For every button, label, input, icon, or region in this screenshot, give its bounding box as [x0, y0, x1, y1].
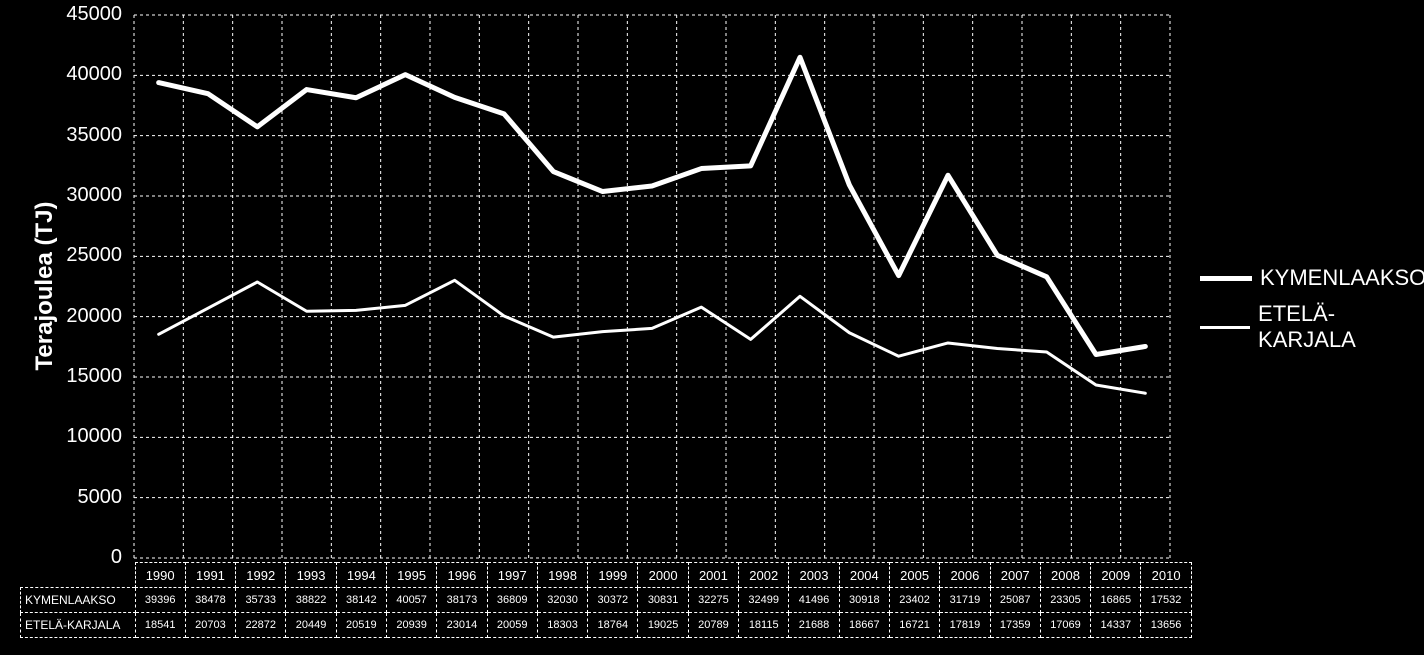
table-row: KYMENLAAKSO39396384783573338822381424005…: [21, 588, 1192, 613]
table-year-cell: 2006: [940, 563, 990, 588]
table-series-name: KYMENLAAKSO: [21, 588, 136, 613]
table-value-cell: 32499: [739, 588, 789, 613]
legend: KYMENLAAKSO ETELÄ-KARJALA: [1200, 265, 1424, 363]
y-tick-label: 35000: [0, 124, 122, 147]
table-value-cell: 32030: [537, 588, 587, 613]
table-value-cell: 35733: [236, 588, 286, 613]
table-year-cell: 2002: [739, 563, 789, 588]
table-value-cell: 18764: [588, 613, 638, 638]
table-value-cell: 20939: [386, 613, 436, 638]
table-value-cell: 20059: [487, 613, 537, 638]
table-header-row: 1990199119921993199419951996199719981999…: [21, 563, 1192, 588]
table-value-cell: 40057: [386, 588, 436, 613]
table-value-cell: 32275: [688, 588, 738, 613]
table-value-cell: 17532: [1141, 588, 1191, 613]
table-year-cell: 2004: [839, 563, 889, 588]
table-value-cell: 39396: [135, 588, 185, 613]
table-value-cell: 38173: [437, 588, 487, 613]
table-year-cell: 1991: [185, 563, 235, 588]
table-value-cell: 38142: [336, 588, 386, 613]
table-year-cell: 1999: [588, 563, 638, 588]
legend-label: KYMENLAAKSO: [1260, 265, 1424, 291]
table-corner-cell: [21, 563, 136, 588]
table-value-cell: 18115: [739, 613, 789, 638]
y-tick-label: 5000: [0, 486, 122, 509]
table-value-cell: 20703: [185, 613, 235, 638]
table-year-cell: 1997: [487, 563, 537, 588]
table-value-cell: 30831: [638, 588, 688, 613]
table-value-cell: 36809: [487, 588, 537, 613]
table-year-cell: 1993: [286, 563, 336, 588]
table-year-cell: 2000: [638, 563, 688, 588]
table-value-cell: 16721: [889, 613, 939, 638]
y-tick-label: 10000: [0, 425, 122, 448]
table-value-cell: 18667: [839, 613, 889, 638]
table-year-cell: 2008: [1040, 563, 1090, 588]
table-value-cell: 20519: [336, 613, 386, 638]
table-value-cell: 17069: [1040, 613, 1090, 638]
table-value-cell: 21688: [789, 613, 839, 638]
table-value-cell: 23014: [437, 613, 487, 638]
y-tick-label: 20000: [0, 305, 122, 328]
table-year-cell: 1998: [537, 563, 587, 588]
y-axis-title: Terajoulea (TJ): [31, 186, 59, 386]
table-value-cell: 20789: [688, 613, 738, 638]
table-value-cell: 23305: [1040, 588, 1090, 613]
legend-item: KYMENLAAKSO: [1200, 265, 1424, 291]
table-series-name: ETELÄ-KARJALA: [21, 613, 136, 638]
table-year-cell: 2010: [1141, 563, 1191, 588]
table-value-cell: 25087: [990, 588, 1040, 613]
table-value-cell: 38478: [185, 588, 235, 613]
legend-item: ETELÄ-KARJALA: [1200, 301, 1424, 353]
table-value-cell: 19025: [638, 613, 688, 638]
table-value-cell: 14337: [1091, 613, 1141, 638]
table-year-cell: 2005: [889, 563, 939, 588]
table-value-cell: 23402: [889, 588, 939, 613]
legend-line: [1200, 276, 1252, 281]
table-year-cell: 2007: [990, 563, 1040, 588]
table-year-cell: 1996: [437, 563, 487, 588]
table-value-cell: 17359: [990, 613, 1040, 638]
table-value-cell: 20449: [286, 613, 336, 638]
y-tick-label: 40000: [0, 63, 122, 86]
table-year-cell: 1992: [236, 563, 286, 588]
table-value-cell: 38822: [286, 588, 336, 613]
table-value-cell: 17819: [940, 613, 990, 638]
data-table: 1990199119921993199419951996199719981999…: [20, 562, 1192, 638]
table-year-cell: 2001: [688, 563, 738, 588]
y-tick-label: 30000: [0, 184, 122, 207]
table-value-cell: 30372: [588, 588, 638, 613]
y-tick-label: 25000: [0, 244, 122, 267]
table-value-cell: 41496: [789, 588, 839, 613]
table-value-cell: 31719: [940, 588, 990, 613]
legend-label: ETELÄ-KARJALA: [1258, 301, 1424, 353]
table-year-cell: 1990: [135, 563, 185, 588]
table-row: ETELÄ-KARJALA185412070322872204492051920…: [21, 613, 1192, 638]
table-value-cell: 13656: [1141, 613, 1191, 638]
legend-line: [1200, 326, 1250, 329]
table-year-cell: 2009: [1091, 563, 1141, 588]
table-value-cell: 16865: [1091, 588, 1141, 613]
y-tick-label: 15000: [0, 365, 122, 388]
table-value-cell: 22872: [236, 613, 286, 638]
table-year-cell: 1995: [386, 563, 436, 588]
y-tick-label: 45000: [0, 3, 122, 26]
table-value-cell: 30918: [839, 588, 889, 613]
chart-container: Terajoulea (TJ) 050001000015000200002500…: [0, 0, 1424, 655]
table-year-cell: 2003: [789, 563, 839, 588]
table-year-cell: 1994: [336, 563, 386, 588]
table-value-cell: 18541: [135, 613, 185, 638]
table-value-cell: 18303: [537, 613, 587, 638]
